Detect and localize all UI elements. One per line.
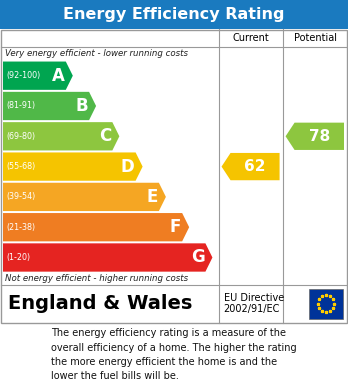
Text: Not energy efficient - higher running costs: Not energy efficient - higher running co… (5, 274, 188, 283)
Text: England & Wales: England & Wales (8, 294, 192, 313)
Text: (92-100): (92-100) (6, 71, 40, 80)
Text: The energy efficiency rating is a measure of the
overall efficiency of a home. T: The energy efficiency rating is a measur… (51, 328, 297, 381)
Text: C: C (99, 127, 111, 145)
Text: Very energy efficient - lower running costs: Very energy efficient - lower running co… (5, 48, 188, 57)
Text: EU Directive: EU Directive (223, 293, 284, 303)
Text: B: B (76, 97, 88, 115)
Text: A: A (52, 67, 65, 85)
Text: E: E (147, 188, 158, 206)
Text: F: F (170, 218, 181, 236)
Polygon shape (3, 152, 143, 181)
Bar (309, 289, 343, 319)
Polygon shape (3, 243, 212, 272)
Text: G: G (191, 249, 204, 267)
Polygon shape (3, 122, 119, 151)
Polygon shape (3, 183, 166, 211)
Bar (1, 30, 347, 323)
Text: (55-68): (55-68) (6, 162, 35, 171)
Text: Current: Current (232, 32, 269, 43)
Bar (1, 285, 347, 323)
Text: (1-20): (1-20) (6, 253, 30, 262)
Polygon shape (286, 123, 344, 150)
Bar (0, 0, 348, 29)
Polygon shape (3, 92, 96, 120)
Text: 62: 62 (244, 159, 266, 174)
Polygon shape (222, 153, 279, 180)
Text: 2002/91/EC: 2002/91/EC (223, 304, 280, 314)
Text: Potential: Potential (294, 32, 337, 43)
Text: (21-38): (21-38) (6, 223, 35, 232)
Text: Energy Efficiency Rating: Energy Efficiency Rating (63, 7, 285, 22)
Text: 78: 78 (309, 129, 330, 144)
Polygon shape (3, 213, 189, 241)
Text: D: D (121, 158, 135, 176)
Text: (39-54): (39-54) (6, 192, 35, 201)
Text: (81-91): (81-91) (6, 102, 35, 111)
Polygon shape (3, 61, 73, 90)
Text: (69-80): (69-80) (6, 132, 35, 141)
